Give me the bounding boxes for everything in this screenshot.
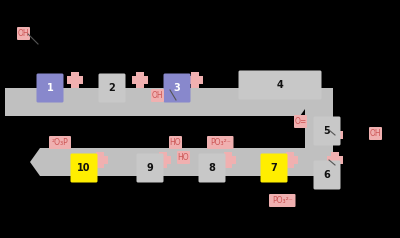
Text: PO₃²⁻: PO₃²⁻ [272, 196, 293, 205]
FancyBboxPatch shape [260, 154, 288, 183]
FancyBboxPatch shape [92, 156, 108, 164]
FancyBboxPatch shape [294, 115, 307, 128]
FancyBboxPatch shape [331, 127, 339, 143]
Text: OH: OH [152, 91, 163, 100]
Text: 5: 5 [324, 126, 330, 136]
FancyBboxPatch shape [49, 136, 71, 149]
Text: 7: 7 [271, 163, 277, 173]
FancyBboxPatch shape [169, 136, 182, 149]
Text: O=: O= [294, 117, 307, 126]
Text: OH: OH [370, 129, 381, 138]
Text: OH: OH [18, 29, 29, 38]
FancyBboxPatch shape [164, 74, 190, 103]
Text: 8: 8 [208, 163, 216, 173]
Text: 4: 4 [277, 80, 283, 90]
Text: PO₃²⁻: PO₃²⁻ [210, 138, 231, 147]
FancyBboxPatch shape [155, 156, 171, 164]
FancyBboxPatch shape [286, 152, 294, 168]
Text: 10: 10 [77, 163, 91, 173]
FancyBboxPatch shape [314, 160, 340, 189]
FancyBboxPatch shape [187, 76, 203, 84]
FancyBboxPatch shape [327, 131, 343, 139]
Text: 1: 1 [47, 83, 53, 93]
FancyBboxPatch shape [36, 74, 64, 103]
FancyBboxPatch shape [17, 27, 30, 40]
FancyBboxPatch shape [132, 76, 148, 84]
Text: 3: 3 [174, 83, 180, 93]
FancyBboxPatch shape [224, 152, 232, 168]
FancyBboxPatch shape [191, 72, 199, 88]
FancyBboxPatch shape [207, 136, 234, 149]
FancyBboxPatch shape [314, 116, 340, 145]
Text: 2: 2 [109, 83, 115, 93]
FancyArrow shape [30, 148, 333, 176]
FancyBboxPatch shape [177, 151, 190, 164]
FancyBboxPatch shape [220, 156, 236, 164]
Text: HO: HO [170, 138, 181, 147]
FancyBboxPatch shape [331, 152, 339, 168]
FancyBboxPatch shape [369, 127, 382, 140]
FancyBboxPatch shape [98, 74, 126, 103]
FancyBboxPatch shape [238, 70, 322, 99]
Text: HO: HO [178, 153, 189, 162]
FancyBboxPatch shape [151, 89, 164, 102]
FancyBboxPatch shape [67, 76, 83, 84]
Text: ²O₃P: ²O₃P [52, 138, 68, 147]
FancyBboxPatch shape [269, 194, 296, 207]
FancyArrow shape [5, 88, 310, 116]
FancyBboxPatch shape [282, 156, 298, 164]
Bar [305, 88, 333, 163]
FancyBboxPatch shape [159, 152, 167, 168]
Text: 9: 9 [147, 163, 153, 173]
FancyBboxPatch shape [71, 72, 79, 88]
FancyBboxPatch shape [327, 156, 343, 164]
FancyBboxPatch shape [136, 72, 144, 88]
FancyBboxPatch shape [96, 152, 104, 168]
Text: 6: 6 [324, 170, 330, 180]
FancyBboxPatch shape [70, 154, 98, 183]
FancyBboxPatch shape [136, 154, 164, 183]
FancyBboxPatch shape [198, 154, 226, 183]
